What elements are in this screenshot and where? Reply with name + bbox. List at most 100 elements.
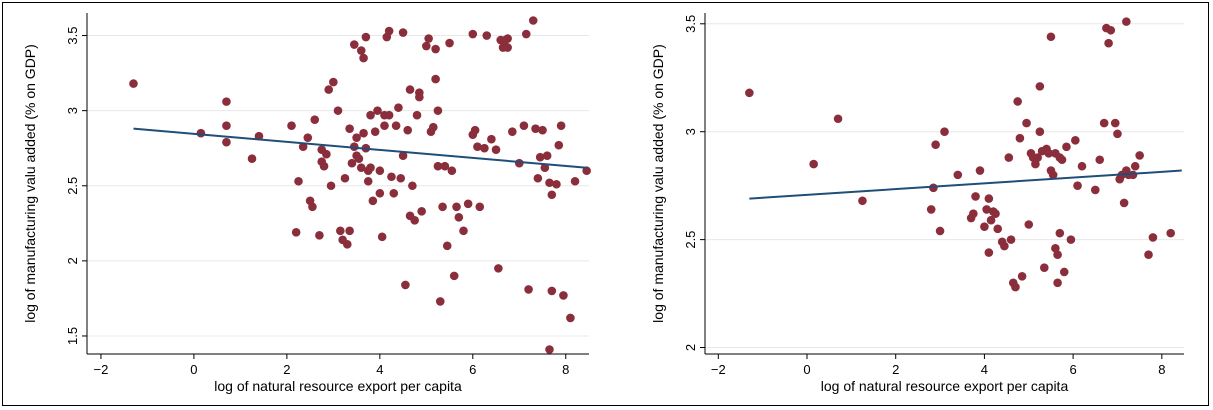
scatter-plots: 1.5 2 2.5 3 3.5 −2 0 2 4 6 8 log of natural resourc… [22,13,1184,394]
data-point [315,231,324,240]
data-point [303,133,313,142]
y-tick-label: 3.5 [683,15,698,33]
data-point [552,179,561,189]
y-tick-label: 3.5 [65,26,80,44]
data-point [521,29,531,39]
data-point [1110,118,1120,128]
data-point [1031,159,1040,169]
data-point [222,97,231,106]
data-point [554,140,564,150]
data-point [547,190,557,200]
data-point [349,40,359,49]
data-point [475,202,485,212]
data-point [533,173,543,183]
x-tick-label: 4 [376,362,383,377]
data-point [1099,118,1109,128]
data-point [1035,82,1045,91]
x-tick-label: 8 [1158,362,1165,377]
data-point [247,154,257,164]
data-point [428,122,438,132]
data-point [542,151,552,161]
data-point [1144,250,1153,260]
data-point [545,178,554,188]
data-point [329,77,338,87]
fit-line [133,127,587,169]
data-point [222,121,231,130]
data-point [438,202,447,212]
x-tick-label: 2 [892,362,899,377]
data-point [570,176,580,186]
y-tick-label: 2 [65,257,80,264]
x-axis-label: log of natural resource export per capit… [821,378,1069,394]
data-point [359,128,368,138]
data-point [375,188,385,198]
data-point [222,137,231,147]
data-point [1017,272,1027,281]
data-point [470,125,480,135]
data-point [333,106,343,115]
data-point [375,166,385,176]
data-point [336,226,345,236]
data-point [528,16,538,25]
data-point [384,110,394,120]
data-point [1059,267,1069,277]
data-point [373,106,382,115]
data-point [953,170,963,180]
data-point [1104,38,1113,48]
data-point [487,134,496,144]
data-point [294,176,303,186]
data-point [352,133,361,142]
data-point [1077,161,1087,171]
data-point [345,124,354,133]
data-point [1011,282,1020,292]
data-point [1006,235,1016,244]
data-point [582,166,591,176]
data-point [514,158,524,168]
data-point [1035,127,1045,137]
data-point [1015,133,1025,143]
data-point [129,79,138,88]
data-point [480,143,489,153]
data-point [986,215,996,225]
data-point [396,173,406,183]
data-point [345,226,354,236]
data-point [503,43,512,52]
data-point [415,88,424,97]
data-point [809,159,818,169]
chart-panel-1: 1.5 2 2.5 3 3.5 −2 0 2 4 6 8 log of natural resourc… [22,13,591,394]
data-point [503,34,512,43]
data-point [538,125,547,135]
data-point [342,240,352,249]
data-point [442,241,452,251]
data-point [556,121,566,130]
data-point [459,226,468,236]
chart-panel-2: 2 2.5 3 3.5 −2 0 2 4 6 8 log of natural resource e… [650,13,1184,394]
data-point [1046,32,1056,42]
data-point [377,232,387,242]
x-tick-label: 6 [1070,362,1077,377]
fit-line [749,169,1182,200]
data-point [324,85,334,94]
data-point [931,140,940,149]
data-point [417,206,426,216]
data-point [991,209,1000,219]
data-point [1055,228,1065,238]
data-point [1073,181,1082,190]
y-tick-label: 2.5 [683,231,698,249]
data-point [524,285,533,294]
x-tick-label: 0 [803,362,810,377]
data-point [403,125,413,135]
y-tick-label: 3 [65,107,80,114]
data-point [326,181,336,191]
data-point [975,166,985,175]
data-point [412,110,422,120]
data-point [1106,25,1116,35]
data-point [452,202,461,212]
data-point [440,161,450,171]
data-point [361,32,371,42]
data-point [940,127,949,137]
data-point [435,297,445,306]
y-tick-label: 3 [683,128,698,135]
data-point [1022,118,1031,128]
